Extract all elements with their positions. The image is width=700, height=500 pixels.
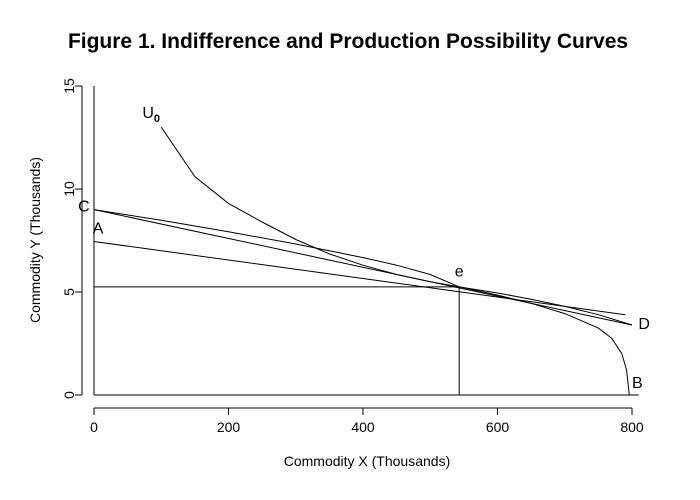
annotation-d: D: [638, 316, 650, 333]
annotation-u: U0: [142, 105, 160, 125]
x-tick-label: 0: [90, 419, 98, 435]
x-tick-label: 600: [486, 419, 510, 435]
x-tick-label: 400: [351, 419, 375, 435]
x-tick-label: 200: [217, 419, 241, 435]
y-axis: 0 5 10 15: [61, 78, 83, 399]
annotations: U0 CAe D B: [78, 105, 650, 392]
annotation-c: C: [78, 199, 90, 216]
annotation-a: A: [93, 220, 104, 237]
y-axis-label: Commodity Y (Thousands): [27, 157, 43, 323]
y-tick-label: 5: [61, 288, 77, 296]
x-tick-label: 800: [620, 419, 644, 435]
indifference-curve: [160, 126, 633, 326]
y-tick-label: 0: [61, 391, 77, 399]
price-line-cd: [93, 209, 633, 326]
x-axis-label: Commodity X (Thousands): [284, 453, 451, 469]
annotation-b: B: [632, 375, 643, 392]
annotation-e: e: [455, 264, 464, 281]
x-axis: 0 200 400 600 800: [90, 407, 644, 435]
y-tick-label: 10: [61, 181, 77, 197]
chart-title: Figure 1. Indifference and Production Po…: [68, 30, 628, 53]
production-possibility-curve: [93, 209, 630, 396]
y-tick-label: 15: [61, 78, 77, 94]
price-line-a: [93, 241, 626, 316]
plot-area: [93, 86, 639, 396]
